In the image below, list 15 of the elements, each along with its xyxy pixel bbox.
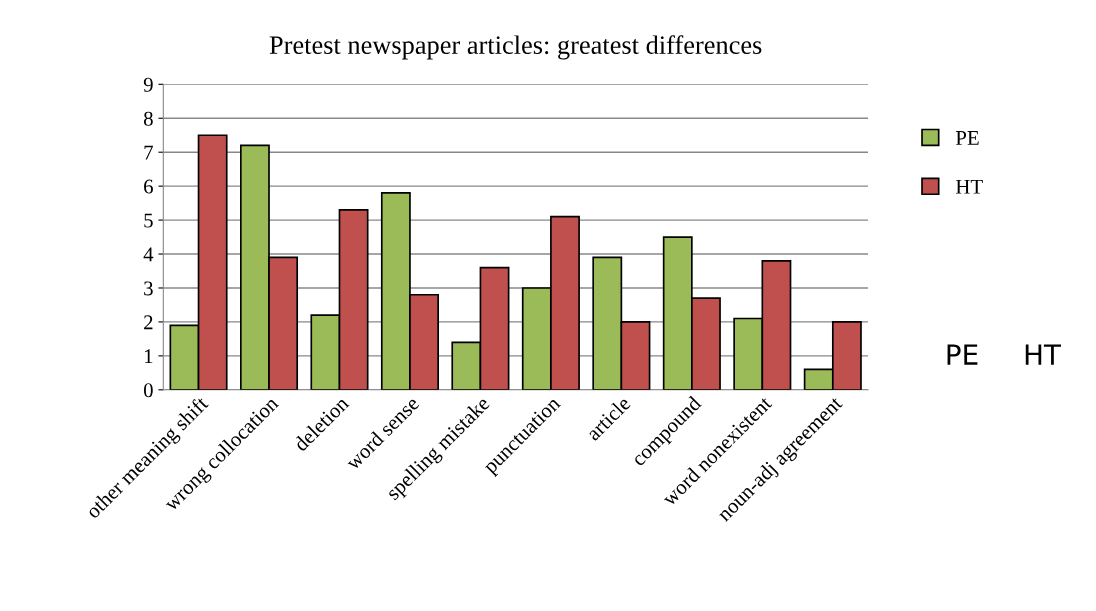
- y-tick-label: 7: [144, 145, 153, 160]
- y-tick-label: 6: [144, 179, 153, 194]
- legend-label: PE: [955, 131, 979, 145]
- y-tick-label: 4: [143, 247, 154, 262]
- y-tick-label: 2: [144, 315, 153, 330]
- y-tick-label: 9: [143, 77, 153, 92]
- y-tick-label: 3: [144, 281, 153, 296]
- y-tick-label: 1: [145, 349, 153, 364]
- chart-title: Pretest newspaper articles: greatest differences: [269, 35, 762, 60]
- y-tick-label: 0: [143, 383, 153, 398]
- text: PE: [947, 344, 978, 365]
- y-tick-label: 8: [143, 111, 153, 126]
- y-tick-label: 5: [144, 213, 153, 228]
- legend-label: HT: [955, 179, 983, 194]
- text: HT: [1025, 344, 1062, 365]
